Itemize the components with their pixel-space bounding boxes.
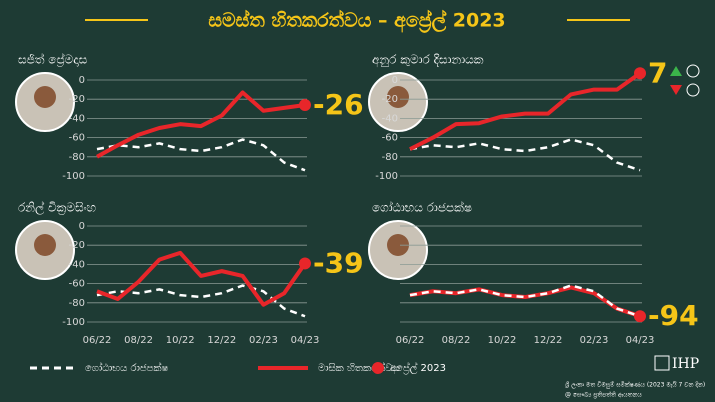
panel-title: ගෝඨාභය රාජපක්ෂ [372,200,472,214]
photo-head [34,234,56,256]
legend-label: අප්‍රේල් 2023 [390,361,446,374]
y-tick-label: -60 [69,279,85,290]
reference-line [409,138,641,172]
y-tick-label: -100 [62,317,85,328]
footer-note: ශ්‍රී ලංකා මත විමසුම් සමීක්ෂණය (2023 මැය… [564,381,705,389]
y-tick-label: 0 [392,75,398,86]
favorability-line [409,71,642,151]
frown-icon [686,83,700,97]
smile-icon [686,64,700,78]
latest-dot [634,67,646,80]
legend: ගෝඨාභය රාජපක්ෂ මාසික හිතකරත්වය අප්‍රේල් … [30,361,446,374]
photo-head [387,234,409,256]
y-tick-label: 0 [79,221,85,232]
logo-mark [654,355,670,371]
y-tick-label: 0 [79,75,85,86]
x-tick-label: 04/23 [626,335,655,346]
y-tick-label: -20 [69,94,85,105]
value-label: -39 [313,246,364,279]
y-tick-label: -100 [62,171,85,182]
latest-dot [299,257,311,270]
legend-label: මාසික හිතකරත්වය [318,361,400,374]
panel-title: සජිත් ප්‍රේමදාස [18,52,88,67]
x-tick-label: 08/22 [442,335,471,346]
value-label: -26 [313,88,364,121]
x-tick-label: 02/23 [580,335,609,346]
photo-head [387,86,409,108]
reference-line [409,284,641,318]
x-tick-label: 06/22 [83,335,112,346]
y-tick-label: -40 [69,113,85,124]
x-tick-label: 02/23 [249,335,278,346]
y-tick-label: -100 [375,171,398,182]
y-tick-label: -20 [69,240,85,251]
down-icon [670,85,682,95]
latest-dot [299,98,311,111]
y-tick-label: -80 [69,298,85,309]
legend-label: ගෝඨාභය රාජපක්ෂ [85,361,169,374]
x-tick-label: 06/22 [396,335,425,346]
panel-title: රනිල් වික්‍රමසිංහ [18,200,96,215]
y-tick-label: -40 [382,113,398,124]
title: සමස්ත හිතකරත්වය – අප්‍රේල් 2023 [208,9,505,33]
value-label: 7 [648,56,667,89]
favorability-line [96,250,307,307]
y-tick-label: -40 [69,259,85,270]
x-tick-label: 10/22 [166,335,195,346]
y-tick-label: -60 [69,133,85,144]
x-tick-label: 08/22 [124,335,153,346]
legend-swatch [372,362,384,374]
y-tick-label: -80 [69,152,85,163]
latest-dot [634,310,646,323]
x-tick-label: 12/22 [207,335,236,346]
y-tick-label: -60 [382,133,398,144]
footer-note: @ සෞඛ්‍ය ප්‍රතිපත්ති ආයතනය [565,391,642,399]
x-tick-label: 12/22 [534,335,563,346]
x-tick-label: 04/23 [291,335,320,346]
y-tick-label: -80 [382,152,398,163]
value-label: -94 [648,299,699,332]
anura-icons [670,64,700,97]
panel-title: අනුර කුමාර දිසානායක [372,53,484,68]
logo: IHP [672,356,699,372]
favorability-line [96,90,306,159]
x-tick-label: 10/22 [488,335,517,346]
y-tick-label: -20 [382,94,398,105]
up-icon [670,66,682,76]
photo-head [34,86,56,108]
